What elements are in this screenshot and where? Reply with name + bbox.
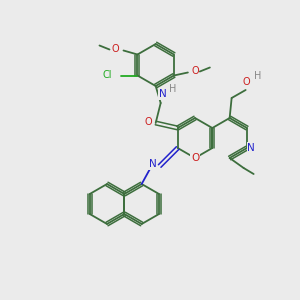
Text: N: N [247,143,255,153]
Text: O: O [112,44,119,55]
Text: O: O [191,67,199,76]
Text: Cl: Cl [103,70,112,80]
Text: H: H [254,71,261,81]
Text: O: O [243,77,250,87]
Text: H: H [169,84,176,94]
Text: O: O [191,153,199,163]
Text: O: O [145,117,152,127]
Text: N: N [149,159,157,169]
Text: N: N [159,89,167,99]
